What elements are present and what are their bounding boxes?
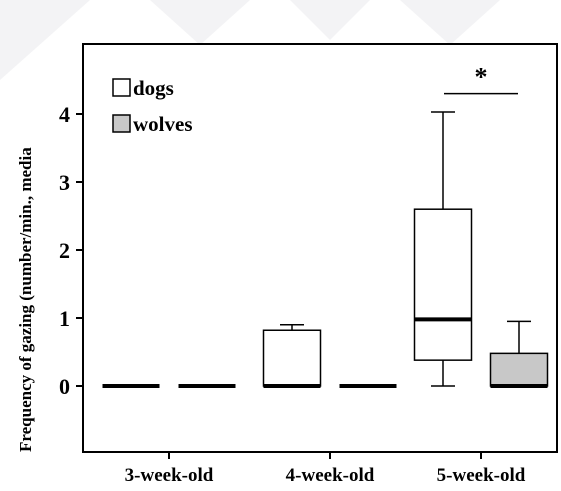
box-iqr bbox=[262, 329, 322, 387]
box-series bbox=[102, 111, 549, 388]
box-iqr bbox=[489, 352, 549, 387]
y-tick-label: 0 bbox=[59, 374, 70, 399]
legend-item-wolves: wolves bbox=[112, 112, 193, 136]
y-axis-ticks: 0 1 2 3 4 bbox=[59, 102, 83, 399]
background-watermark bbox=[0, 0, 500, 80]
legend-item-dogs: dogs bbox=[112, 76, 174, 100]
box-wolves-5-week-old bbox=[489, 320, 549, 388]
x-tick-label: 3-week-old bbox=[125, 465, 214, 486]
x-tick-label: 4-week-old bbox=[286, 465, 375, 486]
significance-marker: * bbox=[475, 63, 488, 92]
legend-swatch-wolves bbox=[112, 114, 131, 133]
y-axis-label: Frequency of gazing (number/min., media bbox=[16, 147, 35, 452]
x-axis-ticks: 3-week-old 4-week-old 5-week-old bbox=[125, 452, 526, 486]
legend-label-dogs: dogs bbox=[133, 76, 174, 100]
box-iqr bbox=[413, 208, 473, 361]
y-tick-label: 1 bbox=[59, 306, 70, 331]
y-tick-label: 4 bbox=[59, 102, 70, 127]
y-tick-label: 2 bbox=[59, 238, 70, 263]
annotations: * bbox=[444, 63, 518, 95]
legend-swatch-dogs bbox=[112, 78, 131, 97]
box-dogs-4-week-old bbox=[262, 324, 322, 388]
box-dogs-5-week-old bbox=[413, 111, 473, 387]
x-tick-label: 5-week-old bbox=[437, 465, 526, 486]
y-tick-label: 3 bbox=[59, 170, 70, 195]
plot-frame bbox=[82, 43, 558, 453]
legend: dogs wolves bbox=[112, 76, 193, 136]
legend-label-wolves: wolves bbox=[133, 112, 193, 136]
